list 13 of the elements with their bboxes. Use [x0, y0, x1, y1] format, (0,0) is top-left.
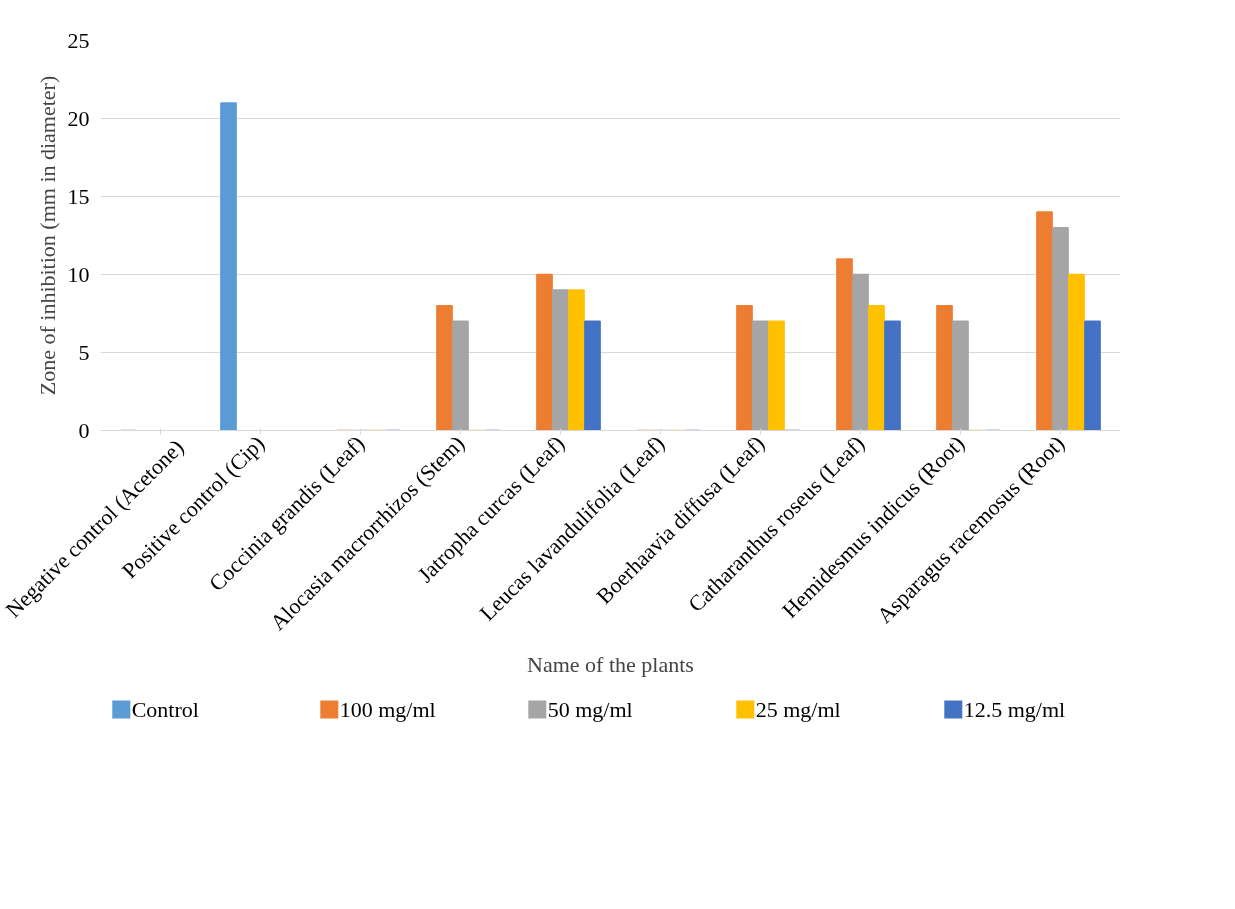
y-tick-label: 15: [67, 183, 90, 209]
y-tick-label: 20: [67, 105, 90, 131]
legend-label: 50 mg/ml: [547, 697, 633, 722]
y-tick-label: 0: [78, 417, 90, 443]
legend-label: 25 mg/ml: [755, 697, 841, 722]
y-axis-title: Zone of inhibition (mm in diameter): [34, 75, 60, 396]
y-tick-label: 5: [78, 339, 90, 365]
legend-label: Control: [131, 697, 199, 722]
x-axis-title: Name of the plants: [527, 651, 694, 677]
legend-label: 12.5 mg/ml: [963, 697, 1066, 722]
legend-label: 100 mg/ml: [339, 697, 436, 722]
y-tick-label: 25: [67, 27, 90, 53]
y-tick-label: 10: [67, 261, 90, 287]
